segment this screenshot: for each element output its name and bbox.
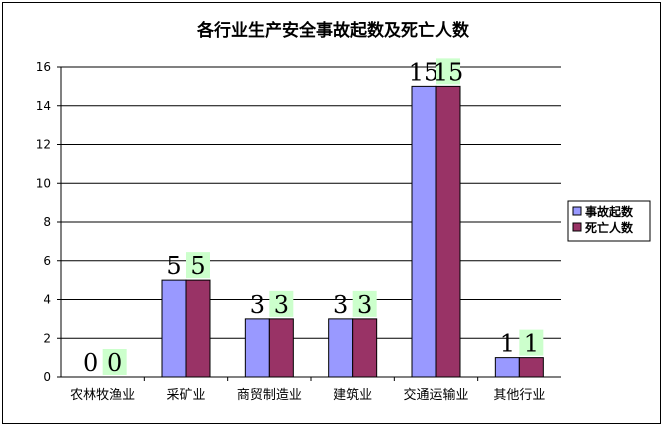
y-tick-label: 12 [36, 138, 51, 152]
data-label-highlight [436, 58, 460, 85]
gridlines [61, 66, 561, 339]
data-label-highlight [269, 290, 294, 317]
data-label: 3 [250, 291, 265, 319]
data-label: 1 [500, 330, 515, 358]
data-label: 15 [409, 58, 440, 86]
legend-label: 死亡人数 [585, 220, 634, 235]
legend-box [567, 200, 651, 242]
y-tick-label: 16 [36, 60, 51, 74]
bar-deaths [185, 279, 211, 378]
bar-deaths [435, 85, 461, 378]
chart-title: 各行业生产安全事故起数及死亡人数 [196, 20, 470, 41]
legend-swatch [572, 206, 582, 216]
data-label: 15 [433, 58, 464, 86]
x-category-label: 农林牧渔业 [70, 388, 135, 403]
y-tick-label: 0 [43, 370, 51, 384]
bar-deaths [352, 318, 378, 378]
x-category-label: 建筑业 [333, 387, 372, 403]
data-label: 3 [333, 291, 348, 319]
bars [161, 85, 544, 378]
x-category-label: 其他行业 [493, 388, 545, 403]
legend-swatch [572, 222, 582, 232]
x-category-label: 交通运输业 [403, 387, 468, 403]
y-tick-label: 6 [43, 254, 51, 268]
bar-deaths [518, 357, 544, 378]
y-tick-label: 4 [43, 293, 51, 307]
y-tick-label: 14 [36, 99, 51, 113]
y-tick-label: 2 [43, 331, 51, 345]
data-label: 0 [107, 349, 122, 377]
legend-label: 事故起数 [585, 204, 634, 219]
data-label-highlight [186, 252, 210, 279]
x-category-label: 商贸制造业 [237, 388, 302, 403]
bar-accidents [494, 357, 520, 378]
data-label-highlight [102, 349, 127, 375]
bar-accidents [244, 318, 270, 378]
y-tick-label: 8 [43, 215, 51, 229]
data-label: 0 [83, 349, 98, 377]
bar-deaths [268, 318, 294, 378]
data-label: 3 [357, 291, 372, 319]
data-label: 3 [274, 291, 289, 319]
data-label: 5 [190, 252, 205, 280]
y-tick-label: 10 [36, 176, 51, 190]
x-category-label: 采矿业 [166, 388, 205, 403]
data-label: 5 [166, 252, 181, 280]
data-label-highlight [519, 329, 544, 356]
bar-accidents [161, 279, 187, 378]
bar-accidents [328, 318, 354, 378]
data-label: 1 [524, 330, 539, 358]
chart-frame: 各行业生产安全事故起数及死亡人数 0 2 4 6 8 10 12 14 16 农林牧渔业 采矿业 商贸… [2, 2, 661, 424]
data-label-highlight [352, 290, 377, 317]
bar-accidents [411, 85, 437, 378]
